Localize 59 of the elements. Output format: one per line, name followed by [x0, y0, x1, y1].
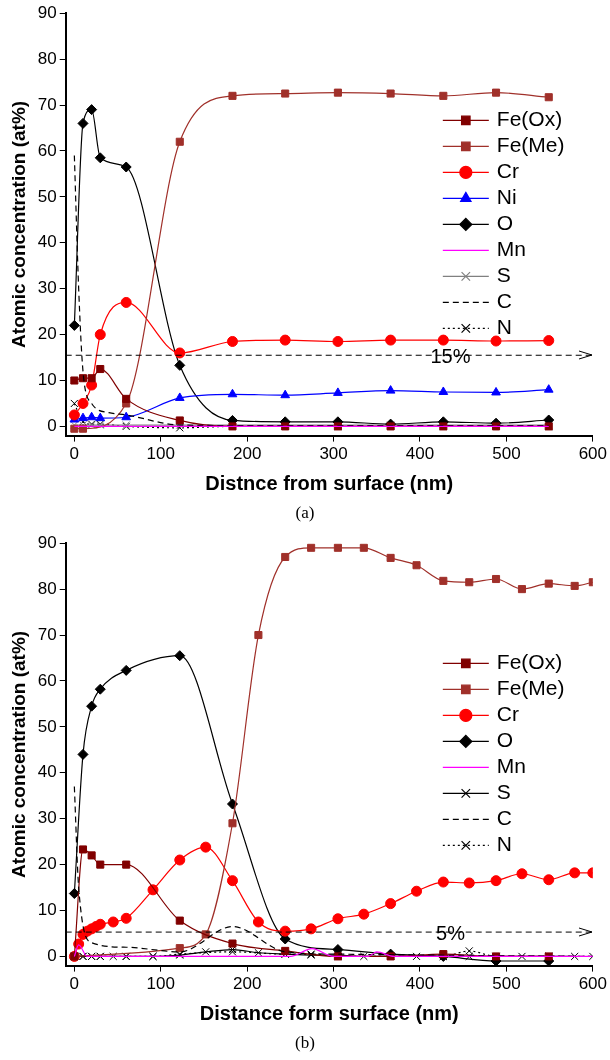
legend-label: O	[496, 728, 514, 752]
legend-label: N	[496, 832, 512, 856]
legend-label: S	[496, 263, 511, 287]
y-tick-label: 30	[37, 808, 57, 828]
y-tick-label: 80	[37, 48, 57, 68]
legend-label: Cr	[496, 159, 519, 183]
y-tick-label: 0	[47, 946, 57, 966]
x-tick-label: 0	[69, 974, 80, 994]
legend-label: Mn	[496, 237, 527, 261]
x-tick-label: 300	[319, 974, 348, 994]
x-tick-label: 100	[146, 974, 175, 994]
y-tick-label: 20	[37, 854, 57, 874]
y-tick-label: 90	[37, 532, 57, 552]
text: (a)	[294, 503, 316, 523]
x-axis-title: Distance form surface (nm)	[199, 1001, 459, 1024]
legend-label: Mn	[496, 754, 527, 778]
x-axis-title: Distnce from surface (nm)	[205, 471, 454, 494]
y-axis-title: Atomic concentration (at%)	[7, 630, 29, 878]
x-tick-label: 200	[232, 444, 262, 464]
legend-label: Cr	[496, 702, 519, 726]
y-tick-label: 70	[37, 94, 57, 114]
x-tick-label: 500	[492, 974, 521, 994]
legend-label: Ni	[496, 185, 517, 209]
legend-label: N	[496, 315, 512, 339]
y-axis-title: Atomic concentration (at%)	[7, 100, 29, 348]
y-tick-label: 40	[37, 762, 57, 782]
y-tick-label: 50	[37, 186, 57, 206]
ref-line-label: 5%	[436, 921, 466, 944]
y-tick-label: 60	[37, 670, 57, 690]
y-tick-label: 40	[37, 232, 57, 252]
x-tick-label: 200	[232, 974, 262, 994]
x-tick-label: 500	[492, 444, 521, 464]
y-tick-label: 50	[37, 716, 57, 736]
y-tick-label: 20	[37, 324, 57, 344]
legend-label: Fe(Me)	[496, 676, 565, 700]
x-tick-label: 400	[405, 444, 435, 464]
x-tick-label: 600	[578, 974, 608, 994]
x-tick-label: 600	[578, 444, 608, 464]
y-tick-label: 70	[37, 624, 57, 644]
legend-label: O	[496, 211, 514, 235]
y-tick-label: 80	[37, 578, 57, 598]
legend-label: Fe(Ox)	[496, 650, 563, 674]
x-tick-label: 0	[69, 444, 80, 464]
legend-label: S	[496, 780, 511, 804]
x-tick-label: 400	[405, 974, 435, 994]
legend-label: C	[496, 289, 512, 313]
y-tick-label: 60	[37, 140, 57, 160]
y-tick-label: 10	[37, 370, 57, 390]
text: (b)	[294, 1033, 316, 1053]
legend-label: Fe(Me)	[496, 133, 565, 157]
y-tick-label: 90	[37, 2, 57, 22]
legend-label: Fe(Ox)	[496, 107, 563, 131]
y-tick-label: 10	[37, 900, 57, 920]
y-tick-label: 30	[37, 278, 57, 298]
y-tick-label: 0	[47, 416, 57, 436]
x-tick-label: 300	[319, 444, 348, 464]
legend-label: C	[496, 806, 512, 830]
ref-line-label: 15%	[430, 344, 471, 367]
x-tick-label: 100	[146, 444, 175, 464]
